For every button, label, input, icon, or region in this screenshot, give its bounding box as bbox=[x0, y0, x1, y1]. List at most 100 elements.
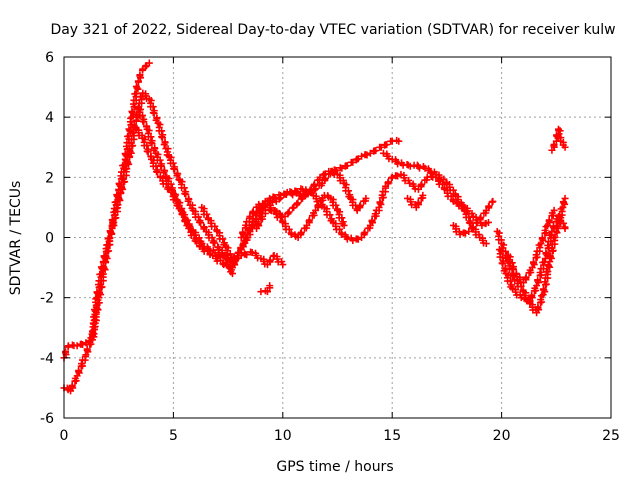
trace-marker bbox=[343, 235, 351, 243]
x-tick-label: 20 bbox=[493, 428, 511, 444]
y-tick-label: 0 bbox=[45, 231, 54, 247]
trace-marker bbox=[219, 260, 227, 268]
trace-marker bbox=[297, 228, 305, 236]
trace-marker bbox=[182, 190, 190, 198]
y-tick-label: -6 bbox=[40, 411, 54, 427]
data-point bbox=[228, 270, 236, 278]
trace-marker bbox=[438, 180, 446, 188]
trace-marker bbox=[326, 211, 334, 219]
x-tick-label: 25 bbox=[602, 428, 620, 444]
series-track-9 bbox=[379, 149, 490, 248]
trace-marker bbox=[294, 199, 302, 207]
trace-marker bbox=[510, 265, 518, 273]
trace-marker bbox=[158, 127, 166, 135]
trace-marker bbox=[550, 222, 558, 230]
trace-marker bbox=[148, 139, 156, 147]
trace-marker bbox=[211, 222, 219, 230]
trace-marker bbox=[266, 256, 274, 264]
data-point bbox=[550, 206, 558, 214]
data-points bbox=[60, 59, 569, 395]
trace-marker bbox=[130, 122, 138, 130]
trace-marker bbox=[282, 191, 290, 199]
trace-marker bbox=[195, 234, 203, 242]
data-point bbox=[561, 224, 569, 232]
trace-marker bbox=[154, 168, 162, 176]
trace-marker bbox=[106, 234, 114, 242]
trace-marker bbox=[239, 228, 247, 236]
trace-marker bbox=[544, 268, 552, 276]
trace-marker bbox=[538, 234, 546, 242]
series-track-15 bbox=[548, 125, 569, 154]
data-point bbox=[237, 252, 245, 260]
trace-marker bbox=[184, 216, 192, 224]
trace-marker bbox=[78, 360, 86, 368]
trace-marker bbox=[306, 216, 314, 224]
trace-marker bbox=[180, 184, 188, 192]
series-track-7 bbox=[253, 191, 348, 241]
trace-marker bbox=[248, 222, 256, 230]
y-tick-label: 6 bbox=[45, 50, 54, 66]
trace-marker bbox=[376, 198, 384, 206]
x-tick-label: 15 bbox=[383, 428, 401, 444]
trace-marker bbox=[174, 202, 182, 210]
trace-marker bbox=[344, 187, 352, 195]
trace-marker bbox=[457, 199, 465, 207]
trace-marker bbox=[171, 165, 179, 173]
trace-marker bbox=[414, 198, 422, 206]
data-point bbox=[561, 194, 569, 202]
trace-marker bbox=[88, 330, 96, 338]
trace-marker bbox=[285, 208, 293, 216]
trace-marker bbox=[536, 268, 544, 276]
trace-marker bbox=[186, 222, 194, 230]
trace-marker bbox=[93, 288, 101, 296]
trace-marker bbox=[314, 201, 322, 209]
trace-marker bbox=[537, 296, 545, 304]
x-axis-label: GPS time / hours bbox=[276, 459, 393, 475]
y-tick-label: 2 bbox=[45, 170, 54, 186]
chart-title: Day 321 of 2022, Sidereal Day-to-day VTE… bbox=[50, 22, 615, 38]
trace-marker bbox=[208, 234, 216, 242]
trace-marker bbox=[542, 249, 550, 257]
trace-marker bbox=[383, 141, 391, 149]
trace-marker bbox=[530, 258, 538, 266]
series-track-4 bbox=[132, 125, 236, 278]
trace-marker bbox=[249, 207, 257, 215]
trace-marker bbox=[303, 190, 311, 198]
series-track-6 bbox=[237, 167, 370, 241]
trace-marker bbox=[539, 285, 547, 293]
trace-marker bbox=[276, 213, 284, 221]
data-point bbox=[484, 218, 492, 226]
trace-marker bbox=[158, 134, 166, 142]
trace-marker bbox=[123, 165, 131, 173]
trace-marker bbox=[426, 169, 434, 177]
trace-marker bbox=[522, 273, 530, 281]
trace-marker bbox=[541, 226, 549, 234]
trace-marker bbox=[91, 307, 99, 315]
trace-marker bbox=[499, 260, 507, 268]
trace-marker bbox=[466, 219, 474, 227]
data-point bbox=[266, 194, 274, 202]
trace-marker bbox=[226, 262, 234, 270]
data-point bbox=[277, 191, 285, 199]
trace-marker bbox=[528, 291, 536, 299]
trace-marker bbox=[205, 247, 213, 255]
trace-marker bbox=[506, 277, 514, 285]
data-point bbox=[362, 194, 370, 202]
series-track-11 bbox=[449, 197, 497, 238]
trace-marker bbox=[356, 201, 364, 209]
trace-marker bbox=[97, 263, 105, 271]
trace-marker bbox=[477, 213, 485, 221]
trace-marker bbox=[160, 141, 168, 149]
trace-marker bbox=[150, 109, 158, 117]
trace-marker bbox=[242, 221, 250, 229]
trace-marker bbox=[62, 348, 70, 356]
trace-marker bbox=[285, 225, 293, 233]
trace-marker bbox=[123, 158, 131, 166]
data-point bbox=[395, 137, 403, 145]
trace-marker bbox=[121, 150, 129, 158]
trace-marker bbox=[371, 210, 379, 218]
trace-marker bbox=[336, 225, 344, 233]
trace-marker bbox=[226, 250, 234, 258]
y-axis-label: SDTVAR / TECUs bbox=[8, 181, 24, 296]
